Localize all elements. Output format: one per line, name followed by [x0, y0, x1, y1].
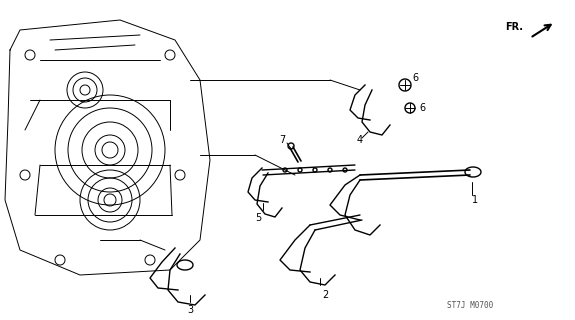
Text: 1: 1 — [472, 195, 478, 205]
Text: 5: 5 — [255, 213, 261, 223]
Text: 2: 2 — [322, 290, 328, 300]
Text: 6: 6 — [412, 73, 418, 83]
Text: 7: 7 — [279, 135, 285, 145]
Text: ST7J M0700: ST7J M0700 — [447, 300, 493, 309]
Text: 3: 3 — [187, 305, 193, 315]
Text: 6: 6 — [419, 103, 425, 113]
Text: FR.: FR. — [505, 22, 523, 32]
Text: 4: 4 — [357, 135, 363, 145]
